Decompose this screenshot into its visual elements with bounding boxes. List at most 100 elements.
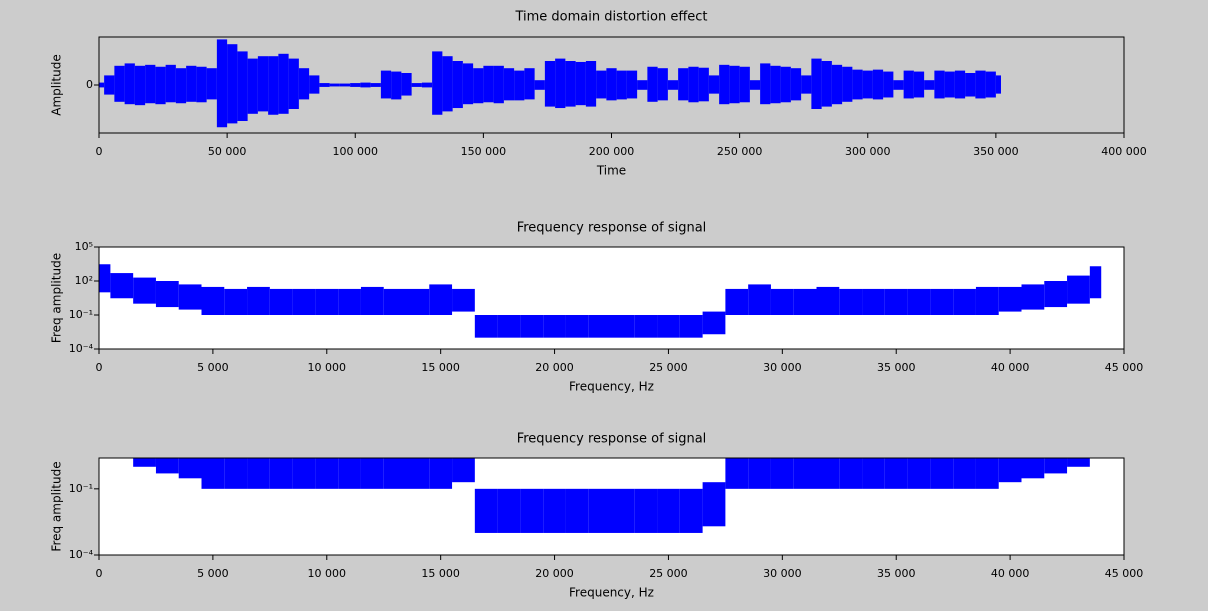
signal-band <box>884 458 908 489</box>
signal-band <box>893 80 904 90</box>
signal-band <box>839 458 863 489</box>
signal-band <box>429 284 453 315</box>
signal-band <box>292 288 316 315</box>
signal-band <box>790 68 802 101</box>
signal-band <box>268 56 279 115</box>
x-tick-label: 20 000 <box>535 361 574 374</box>
signal-band <box>679 488 703 533</box>
signal-band <box>315 288 339 315</box>
plot-frame <box>98 246 1125 350</box>
signal-band <box>565 61 576 107</box>
signal-band <box>315 458 339 489</box>
signal-band <box>729 65 740 104</box>
signal-band <box>811 58 822 109</box>
signal-band <box>953 288 976 315</box>
signal-band <box>702 482 726 527</box>
signal-band <box>1021 284 1045 310</box>
signal-band <box>186 65 197 102</box>
plot-frame <box>98 457 1125 556</box>
signal-band <box>725 458 749 489</box>
signal-band <box>907 458 931 489</box>
signal-band <box>237 51 248 121</box>
signal-band <box>544 61 556 107</box>
y-tick-label: 0 <box>86 78 93 91</box>
signal-band <box>698 67 709 102</box>
signal-band <box>611 488 635 533</box>
signal-band <box>278 53 289 114</box>
x-tick-label: 35 000 <box>877 361 916 374</box>
signal-band <box>657 488 680 533</box>
signal-band <box>770 65 781 104</box>
signal-band <box>178 458 202 479</box>
signal-band <box>1021 458 1045 479</box>
signal-band <box>719 64 730 105</box>
signal-band <box>657 315 680 338</box>
x-tick-label: 300 000 <box>845 145 891 158</box>
signal-band <box>1067 275 1090 304</box>
signal-band <box>816 286 840 315</box>
signal-band <box>907 288 931 315</box>
signal-band <box>338 288 361 315</box>
signal-band <box>985 71 996 98</box>
signal-band <box>543 488 566 533</box>
signal-band <box>924 80 935 90</box>
signal-band <box>224 288 248 315</box>
signal-band <box>338 458 361 489</box>
signal-band <box>903 70 914 99</box>
signal-band <box>667 80 679 90</box>
signal-band <box>862 70 873 99</box>
signal-band <box>462 63 474 105</box>
y-axis-label: Amplitude <box>50 54 64 116</box>
signal-band <box>503 68 515 101</box>
signal-band <box>1067 458 1090 467</box>
signal-band <box>1044 458 1068 474</box>
x-tick-label: 250 000 <box>717 145 763 158</box>
signal-band <box>383 288 407 315</box>
signal-band <box>543 315 566 338</box>
signal-band <box>739 66 750 103</box>
y-tick-label: 10⁻¹ <box>69 308 93 321</box>
signal-band <box>839 288 863 315</box>
signal-band <box>350 83 361 87</box>
signal-band <box>801 75 812 94</box>
signal-band <box>497 315 521 338</box>
signal-band <box>842 66 853 102</box>
signal-band <box>257 56 269 112</box>
signal-band <box>679 315 703 338</box>
signal-band <box>998 286 1022 312</box>
y-axis-label: Freq amplitude <box>50 253 64 343</box>
signal-band <box>178 284 202 310</box>
signal-band <box>565 488 589 533</box>
signal-band <box>421 82 433 88</box>
signal-band <box>657 68 668 101</box>
chart-title: Frequency response of signal <box>517 221 707 236</box>
signal-band <box>474 488 498 533</box>
signal-band <box>913 71 925 98</box>
x-tick-label: 5 000 <box>197 361 229 374</box>
signal-band <box>770 288 794 315</box>
signal-band <box>339 83 351 87</box>
x-tick-label: 100 000 <box>333 145 379 158</box>
signal-band <box>429 458 453 489</box>
y-tick-label: 10² <box>75 274 93 287</box>
x-tick-label: 30 000 <box>763 361 802 374</box>
signal-band <box>124 63 135 105</box>
signal-band <box>793 458 817 489</box>
signal-band <box>534 80 545 90</box>
signal-band <box>452 61 463 109</box>
signal-band <box>110 407 133 456</box>
signal-band <box>688 66 699 103</box>
signal-band <box>634 488 658 533</box>
signal-band <box>702 311 726 335</box>
signal-band <box>247 286 270 315</box>
signal-band <box>360 458 384 489</box>
signal-band <box>432 51 443 115</box>
x-tick-label: 350 000 <box>973 145 1019 158</box>
signal-band <box>565 315 589 338</box>
signal-band <box>588 488 612 533</box>
x-tick-label: 45 000 <box>1105 567 1144 580</box>
signal-band <box>401 73 412 96</box>
signal-band <box>954 70 966 99</box>
